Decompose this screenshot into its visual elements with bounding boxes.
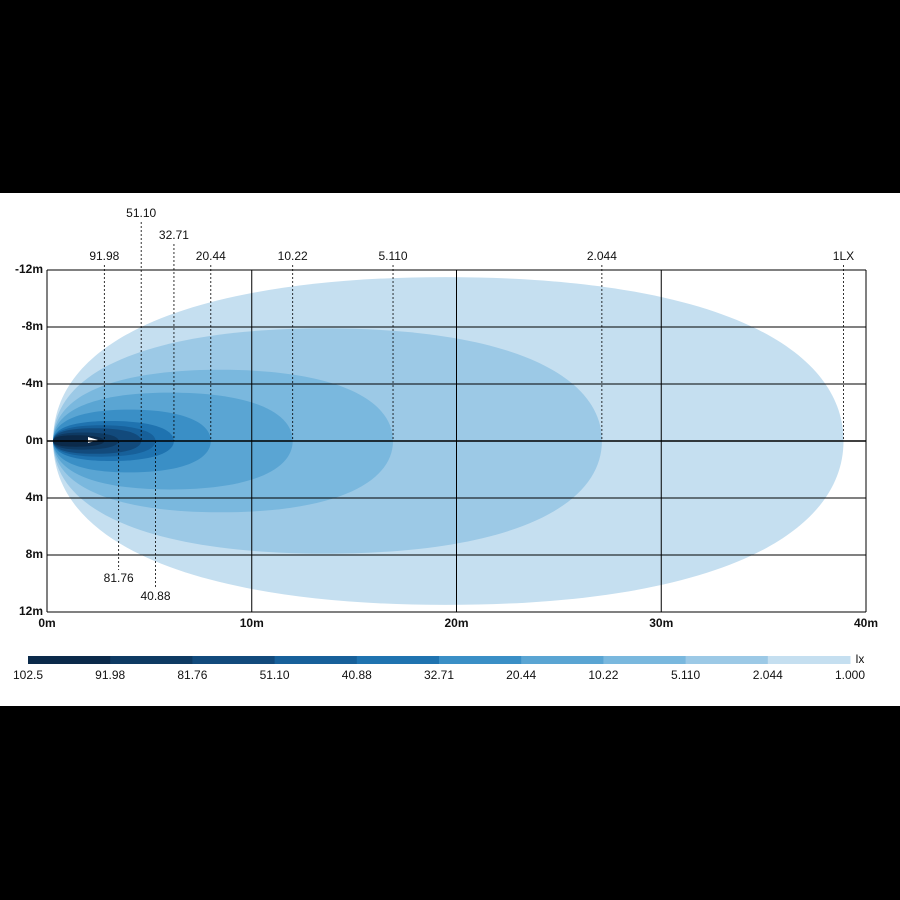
legend-swatch (356, 656, 440, 664)
y-tick-label: 8m (26, 547, 43, 561)
y-tick-label: -8m (22, 319, 43, 333)
callout-label: 10.22 (278, 249, 308, 263)
legend-label: 91.98 (95, 668, 125, 682)
legend-swatch (603, 656, 687, 664)
legend-swatch (439, 656, 522, 664)
y-tick-label: 4m (26, 490, 43, 504)
callout-label: 2.044 (587, 249, 617, 263)
x-tick-label: 40m (854, 616, 878, 630)
callout-label: 81.76 (104, 571, 134, 585)
legend-swatch (767, 656, 851, 664)
legend-label: 102.5 (13, 668, 43, 682)
y-tick-label: -4m (22, 376, 43, 390)
legend-swatch (274, 656, 358, 664)
x-tick-label: 20m (444, 616, 468, 630)
legend-swatch (521, 656, 604, 664)
y-tick-label: 12m (19, 604, 43, 618)
legend-label: 40.88 (342, 668, 372, 682)
legend-swatch (192, 656, 276, 664)
legend-swatch (28, 656, 111, 664)
callout-label: 5.110 (378, 249, 407, 263)
legend-unit: lx (856, 652, 865, 666)
legend-label: 1.000 (835, 668, 865, 682)
callout-label: 40.88 (141, 589, 171, 603)
legend-label: 81.76 (177, 668, 207, 682)
legend-label: 32.71 (424, 668, 454, 682)
legend-label: 2.044 (753, 668, 783, 682)
y-tick-label: -12m (15, 262, 43, 276)
callout-label: 91.98 (89, 249, 119, 263)
legend-label: 20.44 (506, 668, 536, 682)
callout-label: 32.71 (159, 228, 189, 242)
x-tick-label: 30m (649, 616, 673, 630)
x-tick-label: 10m (240, 616, 264, 630)
legend-swatch (110, 656, 193, 664)
legend-label: 10.22 (588, 668, 618, 682)
x-tick-label: 0m (38, 616, 55, 630)
legend-label: 5.110 (671, 668, 700, 682)
legend-label: 51.10 (260, 668, 290, 682)
y-tick-label: 0m (26, 433, 43, 447)
callout-label: 20.44 (196, 249, 226, 263)
callout-label: 51.10 (126, 206, 156, 220)
callout-label: 1LX (833, 249, 854, 263)
legend-swatch (685, 656, 769, 664)
